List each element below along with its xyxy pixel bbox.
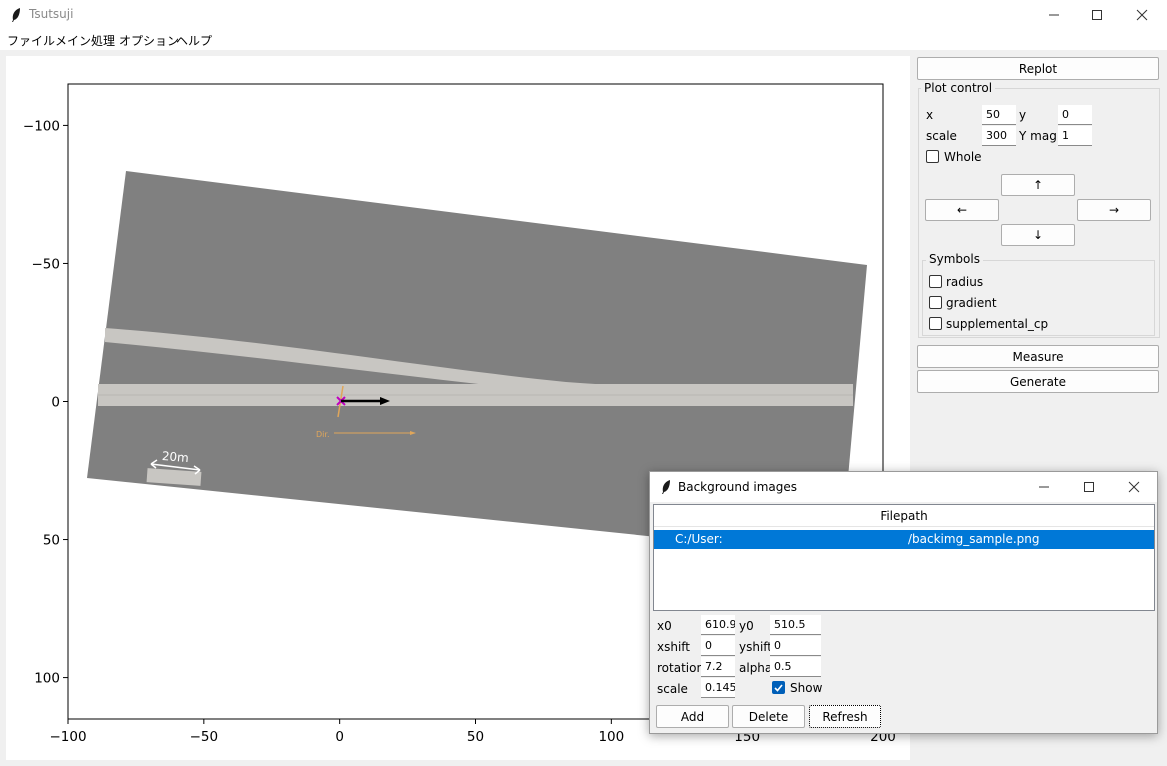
dialog-minimize-button[interactable] xyxy=(1022,472,1066,502)
check-icon xyxy=(774,684,783,692)
gradient-label: gradient xyxy=(946,296,997,310)
replot-button[interactable]: Replot xyxy=(917,57,1159,80)
y0-label: y0 xyxy=(739,619,754,633)
plot-control-group xyxy=(918,88,1160,338)
pan-left-button[interactable]: ← xyxy=(925,199,999,221)
x-tick-label: −50 xyxy=(190,729,219,745)
scale-bar-label: 20m xyxy=(161,449,189,465)
generate-button[interactable]: Generate xyxy=(917,370,1159,393)
x-tick-label: 0 xyxy=(335,729,344,745)
pan-up-button[interactable]: ↑ xyxy=(1001,174,1075,196)
refresh-button[interactable]: Refresh xyxy=(809,705,881,728)
y-tick-label: −50 xyxy=(32,256,61,272)
ymag-input[interactable]: 1 xyxy=(1058,126,1092,146)
dialog-close-button[interactable] xyxy=(1112,472,1156,502)
window-title: Tsutsuji xyxy=(29,7,74,21)
yshift-input[interactable]: 0 xyxy=(770,636,821,656)
feather-icon xyxy=(662,480,670,494)
y-label: y xyxy=(1019,108,1027,122)
scale-label: scale xyxy=(657,682,688,696)
maximize-button[interactable] xyxy=(1074,0,1120,30)
filepath-end: /backimg_sample.png xyxy=(908,532,1040,546)
whole-label: Whole xyxy=(944,150,982,164)
minimize-icon xyxy=(1049,14,1059,16)
menu-options[interactable]: オプション xyxy=(119,34,180,48)
current-position-marker xyxy=(336,396,390,406)
dir-label: Dir. xyxy=(316,430,329,439)
symbols-group xyxy=(922,260,1155,336)
plot-control-title: Plot control xyxy=(921,81,996,95)
dialog-title-bar: Background images xyxy=(650,472,1157,502)
close-button[interactable] xyxy=(1119,0,1165,30)
delete-button[interactable]: Delete xyxy=(732,705,805,728)
rotation-label: rotation xyxy=(657,661,705,675)
xshift-label: xshift xyxy=(657,640,691,654)
yshift-label: yshift xyxy=(739,640,773,654)
add-button[interactable]: Add xyxy=(656,705,729,728)
x-tick-label: −100 xyxy=(49,729,86,745)
filepath-start: C:/User: xyxy=(675,532,723,546)
filepath-list[interactable]: Filepath C:/User: /backimg_sample.png xyxy=(653,504,1155,611)
menu-main-process[interactable]: メイン処理 xyxy=(55,34,116,48)
menu-file[interactable]: ファイル xyxy=(7,34,56,48)
y-tick-label: 50 xyxy=(43,533,60,549)
scale-label: scale xyxy=(926,129,957,143)
x-input[interactable]: 50 xyxy=(982,105,1016,125)
minimize-icon xyxy=(1039,486,1049,488)
list-item[interactable]: C:/User: /backimg_sample.png xyxy=(654,530,1154,549)
maximize-icon xyxy=(1092,10,1102,20)
background-image: 20m Dir. xyxy=(87,171,867,556)
dialog-title: Background images xyxy=(678,480,798,494)
alpha-input[interactable]: 0.5 xyxy=(770,657,821,677)
y-tick-label: 0 xyxy=(51,395,60,411)
plot-canvas[interactable]: 20m Dir. −100 −50 0 50 100 150 200 −100 −50 0 50 1… xyxy=(6,56,910,760)
xshift-input[interactable]: 0 xyxy=(701,636,735,656)
menu-help[interactable]: ヘルプ xyxy=(176,34,213,48)
filepath-column-header[interactable]: Filepath xyxy=(654,505,1154,527)
pan-right-button[interactable]: → xyxy=(1077,199,1151,221)
scale-input[interactable]: 300 xyxy=(982,126,1016,146)
y-input[interactable]: 0 xyxy=(1058,105,1092,125)
scale-input[interactable]: 0.145 xyxy=(701,678,735,698)
x-tick-label: 50 xyxy=(467,729,484,745)
menu-bar: ファイル メイン処理 オプション ヘルプ xyxy=(0,30,1167,50)
radius-label: radius xyxy=(946,275,984,289)
close-icon xyxy=(1128,481,1140,493)
measure-button[interactable]: Measure xyxy=(917,345,1159,368)
symbols-title: Symbols xyxy=(926,252,983,266)
whole-checkbox[interactable] xyxy=(926,150,939,163)
pan-down-button[interactable]: ↓ xyxy=(1001,224,1075,246)
maximize-icon xyxy=(1084,482,1094,492)
x-tick-label: 100 xyxy=(598,729,624,745)
minimize-button[interactable] xyxy=(1031,0,1077,30)
y0-input[interactable]: 510.5 xyxy=(770,615,821,635)
gradient-checkbox[interactable] xyxy=(929,296,942,309)
show-checkbox[interactable] xyxy=(772,681,785,694)
background-images-dialog: Background images Filepath C:/User: /bac… xyxy=(649,471,1158,734)
y-tick-label: 100 xyxy=(34,671,60,687)
alpha-label: alpha xyxy=(739,661,773,675)
x-axis-ticks: −100 −50 0 50 100 150 200 xyxy=(49,719,896,745)
supplemental-cp-checkbox[interactable] xyxy=(929,317,942,330)
x-label: x xyxy=(926,108,934,122)
ymag-label: Y mag. xyxy=(1019,129,1061,143)
radius-checkbox[interactable] xyxy=(929,275,942,288)
y-tick-label: −100 xyxy=(23,118,60,134)
supplemental-cp-label: supplemental_cp xyxy=(946,317,1049,331)
x0-input[interactable]: 610.9 xyxy=(701,615,735,635)
feather-icon xyxy=(12,8,20,22)
title-bar: Tsutsuji xyxy=(0,0,1167,30)
dialog-maximize-button[interactable] xyxy=(1067,472,1111,502)
rotation-input[interactable]: 7.2 xyxy=(701,657,735,677)
close-icon xyxy=(1136,9,1148,21)
show-label: Show xyxy=(790,681,823,695)
y-axis-ticks: −100 −50 0 50 100 xyxy=(23,118,68,687)
x0-label: x0 xyxy=(657,619,672,633)
